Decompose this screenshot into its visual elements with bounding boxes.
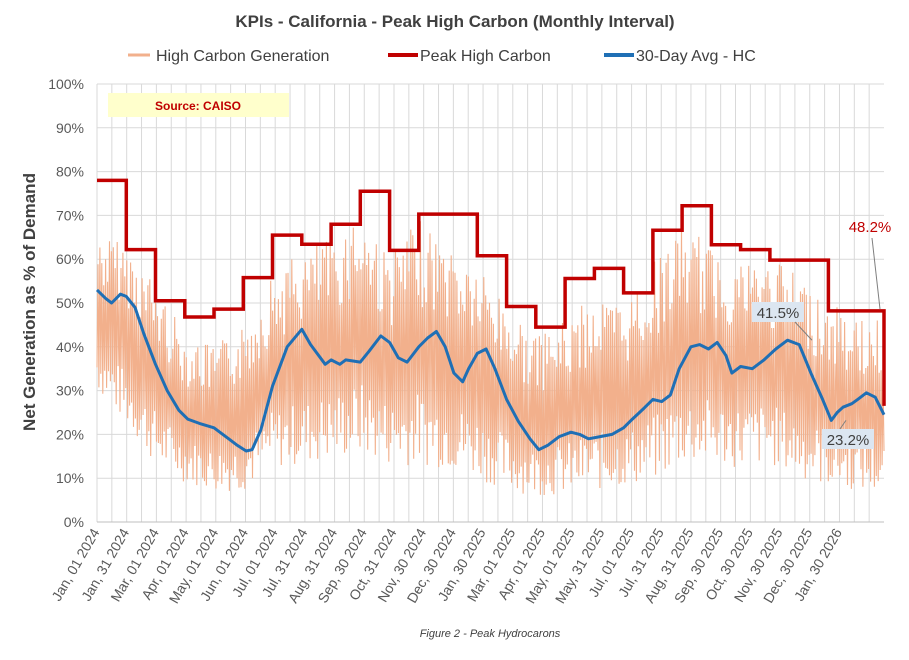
y-axis-label: Net Generation as % of Demand (20, 173, 39, 431)
y-tick-label: 30% (56, 383, 84, 399)
y-tick-label: 20% (56, 426, 84, 442)
annotation-leader-avg-high (794, 321, 813, 341)
source-box-background (108, 93, 289, 117)
legend: High Carbon Generation Peak High Carbon … (128, 48, 756, 65)
annotation-peak-value: 48.2% (849, 219, 892, 236)
annotation-box-avg-high (752, 302, 804, 322)
y-tick-label: 40% (56, 339, 84, 355)
legend-label-high-carbon: High Carbon Generation (156, 48, 329, 65)
avg-30day-line (95, 288, 886, 453)
annotation-avg-low-value: 23.2% (827, 432, 870, 449)
annotations: 48.2% 41.5% 23.2% (752, 219, 891, 449)
legend-label-peak: Peak High Carbon (420, 48, 551, 65)
chart-title: KPIs - California - Peak High Carbon (Mo… (235, 12, 674, 31)
y-tick-label: 60% (56, 251, 84, 267)
high-carbon-generation-line (96, 221, 885, 496)
source-box: Source: CAISO (108, 93, 289, 117)
plot-area (95, 178, 886, 496)
annotation-box-avg-low (822, 429, 874, 449)
grid (96, 83, 884, 523)
peak-high-carbon-line (97, 178, 886, 406)
annotation-avg-high-value: 41.5% (757, 305, 800, 322)
annotation-leader-avg-low (839, 420, 847, 430)
source-label: Source: CAISO (155, 99, 241, 113)
y-tick-label: 10% (56, 470, 84, 486)
y-axis-ticks: 0% 10% 20% 30% 40% 50% 60% 70% 80% 90% 100% (48, 76, 84, 530)
y-tick-label: 0% (64, 514, 84, 530)
annotation-leader-peak (871, 237, 881, 309)
y-tick-label: 100% (48, 76, 84, 92)
y-tick-label: 90% (56, 120, 84, 136)
legend-label-avg: 30-Day Avg - HC (636, 48, 756, 65)
figure-caption: Figure 2 - Peak Hydrocarons (420, 628, 561, 640)
y-tick-label: 70% (56, 207, 84, 223)
y-tick-label: 80% (56, 164, 84, 180)
y-tick-label: 50% (56, 295, 84, 311)
